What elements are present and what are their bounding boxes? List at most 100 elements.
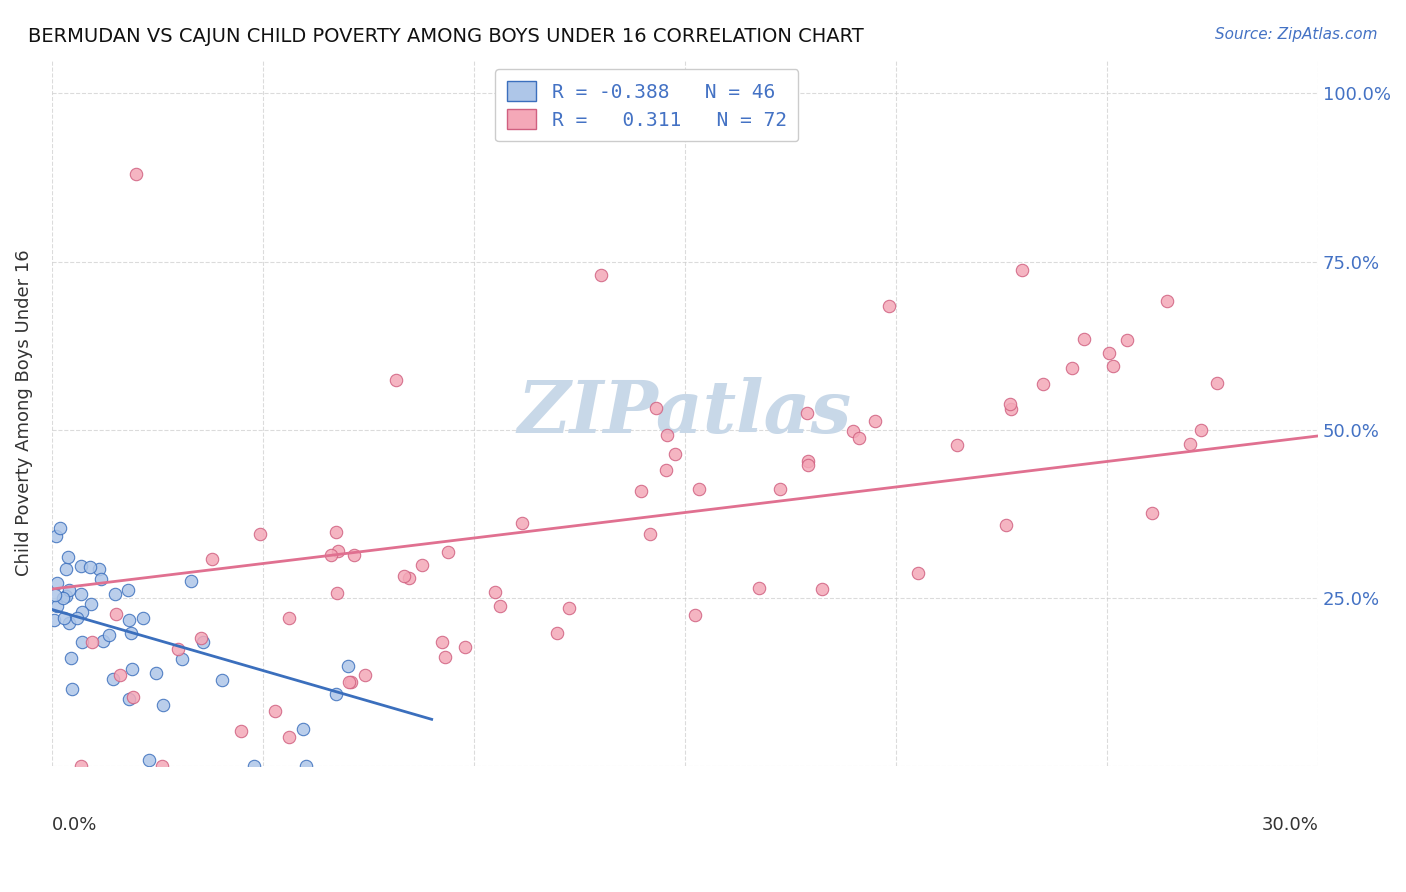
- Bermudans: [42, 614, 65, 628]
- Cajuns: [434, 650, 457, 665]
- Text: 0.0%: 0.0%: [52, 816, 97, 834]
- Bermudans: [295, 759, 318, 773]
- Cajuns: [337, 675, 360, 690]
- Bermudans: [191, 635, 214, 649]
- Cajuns: [811, 582, 834, 597]
- Bermudans: [45, 529, 67, 543]
- Bermudans: [70, 587, 93, 601]
- Text: 30.0%: 30.0%: [1261, 816, 1319, 834]
- Bermudans: [145, 666, 167, 681]
- Cajuns: [392, 568, 415, 582]
- Cajuns: [842, 424, 865, 438]
- Cajuns: [125, 167, 148, 181]
- Cajuns: [1000, 401, 1022, 416]
- Cajuns: [229, 724, 252, 739]
- Cajuns: [437, 545, 460, 559]
- Cajuns: [796, 406, 818, 420]
- Bermudans: [118, 613, 141, 627]
- Cajuns: [664, 447, 686, 461]
- Cajuns: [998, 397, 1021, 411]
- Text: Source: ZipAtlas.com: Source: ZipAtlas.com: [1215, 27, 1378, 42]
- Bermudans: [118, 691, 141, 706]
- Bermudans: [170, 651, 193, 665]
- Bermudans: [291, 722, 314, 736]
- Bermudans: [72, 635, 94, 649]
- Bermudans: [325, 688, 347, 702]
- Cajuns: [797, 458, 820, 472]
- Cajuns: [907, 566, 929, 580]
- Bermudans: [45, 599, 67, 613]
- Bermudans: [89, 561, 111, 575]
- Cajuns: [994, 518, 1017, 533]
- Cajuns: [278, 731, 301, 745]
- Bermudans: [117, 582, 139, 597]
- Cajuns: [488, 599, 510, 614]
- Cajuns: [328, 544, 350, 558]
- Cajuns: [264, 704, 287, 718]
- Bermudans: [101, 672, 124, 686]
- Bermudans: [90, 572, 112, 586]
- Cajuns: [82, 635, 104, 649]
- Cajuns: [657, 428, 679, 442]
- Cajuns: [683, 608, 706, 623]
- Cajuns: [1189, 423, 1212, 437]
- Cajuns: [638, 526, 661, 541]
- Cajuns: [688, 483, 710, 497]
- Cajuns: [484, 584, 506, 599]
- Bermudans: [211, 673, 233, 687]
- Bermudans: [46, 576, 69, 591]
- Cajuns: [354, 668, 377, 682]
- Cajuns: [1011, 262, 1033, 277]
- Cajuns: [278, 611, 301, 625]
- Cajuns: [249, 526, 271, 541]
- Cajuns: [325, 525, 347, 540]
- Cajuns: [1098, 346, 1121, 360]
- Bermudans: [243, 759, 266, 773]
- Cajuns: [645, 401, 668, 415]
- Bermudans: [69, 558, 91, 573]
- Cajuns: [190, 631, 212, 645]
- Cajuns: [1116, 333, 1139, 347]
- Bermudans: [180, 574, 202, 589]
- Cajuns: [340, 675, 363, 690]
- Cajuns: [863, 414, 886, 428]
- Cajuns: [201, 552, 224, 566]
- Bermudans: [44, 588, 66, 602]
- Cajuns: [1178, 437, 1201, 451]
- Bermudans: [152, 698, 174, 712]
- Cajuns: [398, 571, 420, 585]
- Cajuns: [104, 607, 127, 621]
- Legend: R = -0.388   N = 46, R =   0.311   N = 72: R = -0.388 N = 46, R = 0.311 N = 72: [495, 70, 799, 142]
- Cajuns: [769, 482, 792, 496]
- Bermudans: [58, 615, 80, 630]
- Cajuns: [946, 438, 969, 452]
- Cajuns: [589, 268, 612, 282]
- Bermudans: [80, 597, 103, 611]
- Cajuns: [655, 463, 678, 477]
- Bermudans: [66, 611, 89, 625]
- Cajuns: [877, 299, 900, 313]
- Cajuns: [319, 549, 342, 563]
- Bermudans: [121, 662, 143, 676]
- Cajuns: [411, 558, 433, 573]
- Bermudans: [53, 610, 76, 624]
- Text: ZIPatlas: ZIPatlas: [517, 377, 852, 449]
- Bermudans: [49, 521, 72, 535]
- Cajuns: [121, 690, 143, 705]
- Cajuns: [430, 635, 453, 649]
- Cajuns: [848, 431, 870, 445]
- Cajuns: [630, 483, 652, 498]
- Bermudans: [55, 589, 77, 603]
- Cajuns: [326, 586, 349, 600]
- Bermudans: [52, 591, 75, 606]
- Cajuns: [1156, 293, 1178, 308]
- Cajuns: [454, 640, 477, 654]
- Cajuns: [1102, 359, 1125, 374]
- Bermudans: [58, 582, 80, 597]
- Bermudans: [72, 605, 94, 619]
- Cajuns: [166, 641, 188, 656]
- Bermudans: [55, 562, 77, 576]
- Cajuns: [150, 759, 173, 773]
- Bermudans: [91, 634, 114, 648]
- Bermudans: [336, 659, 359, 673]
